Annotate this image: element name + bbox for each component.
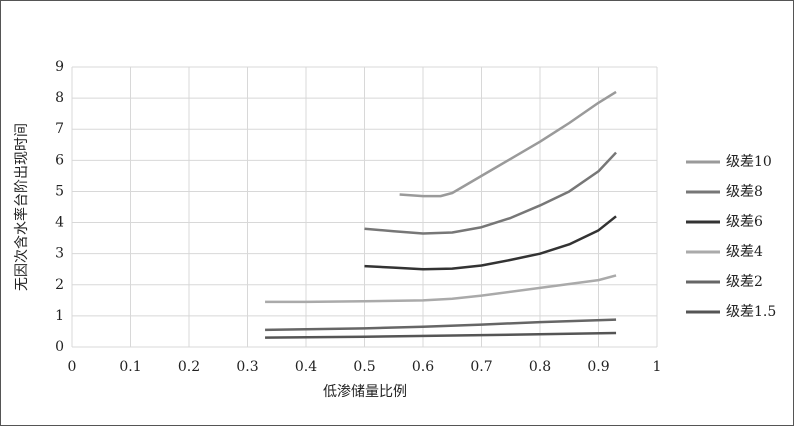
- series-line: [265, 331, 617, 339]
- y-tick-label: 8: [55, 90, 64, 106]
- x-tick-label: 0.3: [236, 359, 258, 375]
- x-tick-label: 0.9: [587, 359, 609, 375]
- y-axis-title: 无因次含水率台阶出现时间: [13, 123, 30, 291]
- legend-label: 级差1.5: [726, 304, 776, 320]
- series-line: [265, 318, 617, 332]
- y-tick-label: 9: [55, 59, 64, 75]
- y-tick-label: 4: [55, 215, 64, 231]
- x-tick-label: 0.6: [412, 359, 434, 375]
- series-line: [265, 274, 617, 304]
- x-tick-label: 0.1: [119, 359, 141, 375]
- x-tick-label: 0.2: [178, 359, 200, 375]
- y-tick-label: 2: [55, 277, 64, 293]
- legend-label: 级差6: [726, 214, 763, 230]
- x-tick-label: 0.8: [529, 359, 551, 375]
- x-tick-label: 0.7: [470, 359, 492, 375]
- legend-label: 级差8: [726, 184, 763, 200]
- y-tick-label: 3: [55, 246, 64, 262]
- y-tick-label: 6: [55, 152, 64, 168]
- x-tick-label: 0.5: [353, 359, 375, 375]
- y-tick-label: 7: [55, 121, 64, 137]
- x-tick-label: 0.4: [295, 359, 317, 375]
- legend-label: 级差4: [726, 244, 763, 260]
- legend-label: 级差2: [726, 274, 763, 290]
- x-axis-title: 低渗储量比例: [323, 384, 407, 400]
- series-line: [364, 215, 617, 271]
- series-line: [364, 151, 617, 235]
- x-tick-label: 1: [653, 359, 662, 375]
- y-tick-label: 1: [55, 308, 64, 324]
- y-tick-label: 0: [55, 339, 64, 355]
- legend-label: 级差10: [726, 154, 772, 170]
- x-tick-label: 0: [68, 359, 77, 375]
- series-line: [399, 90, 617, 198]
- y-tick-label: 5: [55, 183, 64, 199]
